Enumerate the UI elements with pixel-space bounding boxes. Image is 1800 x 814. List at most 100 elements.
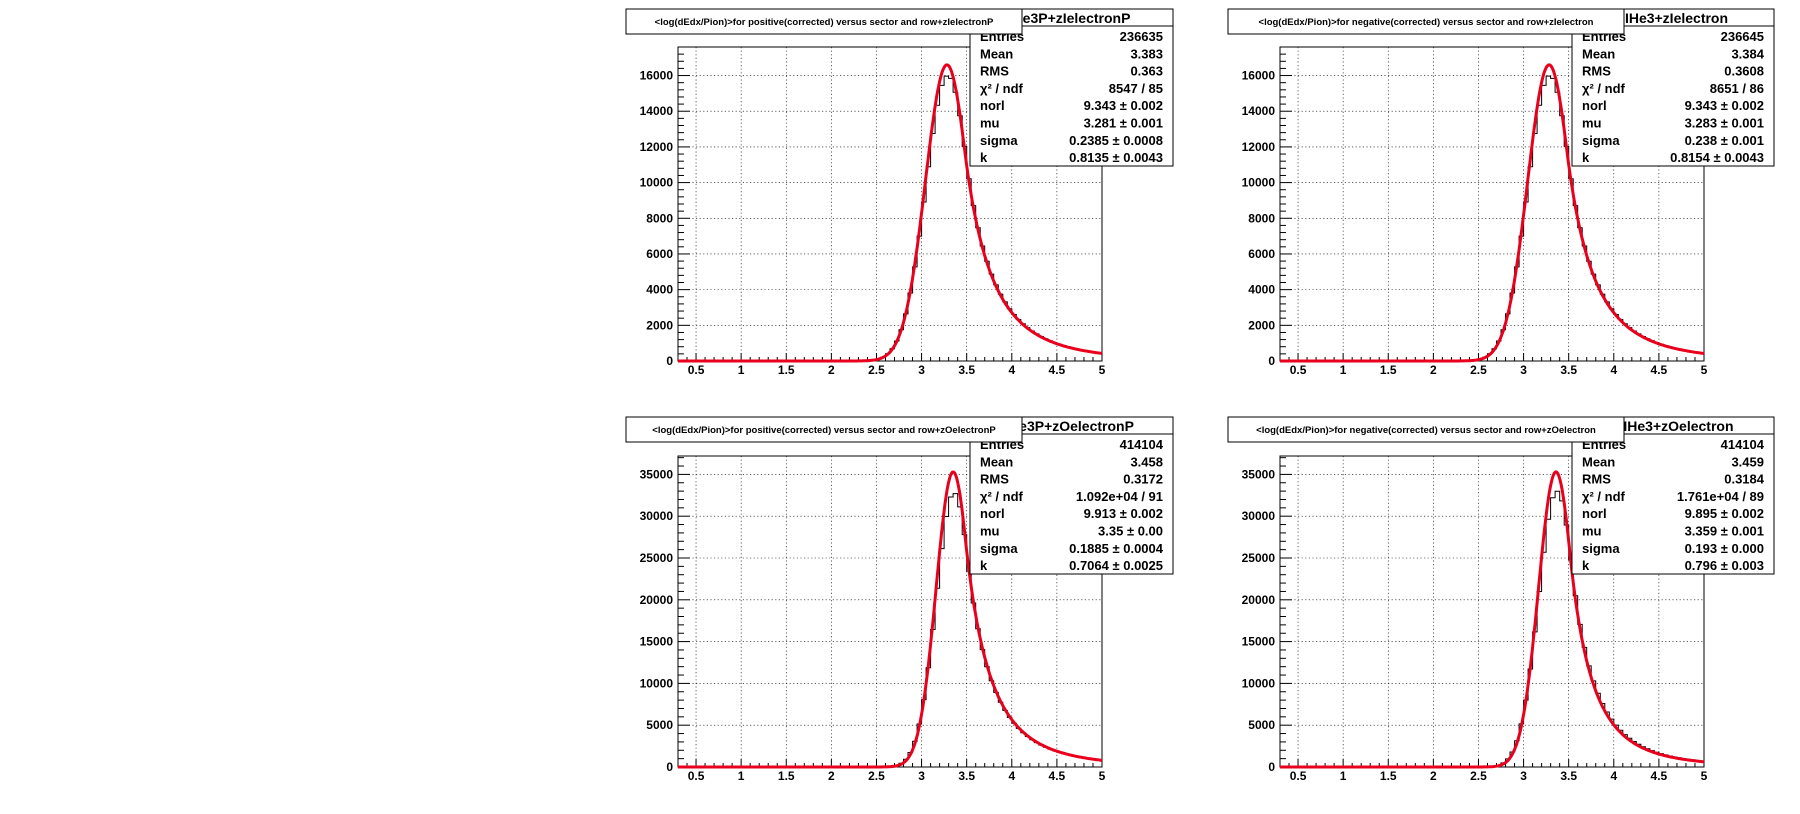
y-tick-label: 25000 xyxy=(640,551,674,565)
stats-label: mu xyxy=(980,524,1000,539)
stats-label: RMS xyxy=(980,472,1009,487)
y-tick-label: 8000 xyxy=(646,211,673,225)
stats-value: 0.193 ± 0.000 xyxy=(1685,541,1764,556)
stats-label: norl xyxy=(1582,98,1607,113)
fit-curve xyxy=(1280,470,1705,769)
stats-label: mu xyxy=(1582,524,1602,539)
stats-value: 414104 xyxy=(1120,437,1164,452)
stats-value: 236635 xyxy=(1120,29,1163,44)
x-tick-label: 4 xyxy=(1610,769,1617,783)
y-tick-label: 20000 xyxy=(640,593,674,607)
stats-value: 8547 / 85 xyxy=(1109,81,1163,96)
chart-title: <log(dEdx/Pion)>for positive(corrected) … xyxy=(655,17,994,28)
stats-title: OIHe3+zOelectron xyxy=(1613,418,1734,434)
stats-value: 3.459 xyxy=(1731,454,1764,469)
x-tick-label: 4 xyxy=(1610,363,1617,377)
y-tick-label: 15000 xyxy=(1242,635,1276,649)
stats-value: 9.343 ± 0.002 xyxy=(1084,98,1163,113)
stats-label: Mean xyxy=(980,46,1013,61)
stats-value: 0.3172 xyxy=(1123,472,1163,487)
x-tick-label: 3.5 xyxy=(1560,363,1577,377)
stats-value: 3.384 xyxy=(1731,46,1764,61)
stats-value: 414104 xyxy=(1721,437,1765,452)
stats-label: Mean xyxy=(980,454,1013,469)
y-tick-label: 12000 xyxy=(640,140,674,154)
histogram-panel-2: 0.5 1 1.5 2 2.5 3 3.5 4 4.5 5 0 2000 4000 6000 8000 100… xyxy=(1227,8,1775,377)
y-tick-label: 35000 xyxy=(640,467,674,481)
fit-curve xyxy=(1280,63,1705,363)
histogram-panel-3: 0.5 1 1.5 2 2.5 3 3.5 4 4.5 5 0 5000 10000 15000 20000… xyxy=(625,416,1174,783)
y-tick-label: 12000 xyxy=(1242,140,1276,154)
stats-label: sigma xyxy=(1582,541,1620,556)
stats-value: 3.283 ± 0.001 xyxy=(1685,116,1764,131)
y-tick-label: 6000 xyxy=(646,247,673,261)
x-tick-label: 5 xyxy=(1701,769,1708,783)
stats-label: χ² / ndf xyxy=(980,489,1024,504)
y-tick-label: 35000 xyxy=(1242,467,1276,481)
stats-value: 3.35 ± 0.00 xyxy=(1098,524,1163,539)
stats-box xyxy=(1571,416,1775,575)
y-tick-label: 2000 xyxy=(1248,318,1275,332)
y-tick-label: 30000 xyxy=(1242,509,1276,523)
x-tick-label: 1 xyxy=(1340,363,1347,377)
x-tick-label: 5 xyxy=(1099,363,1106,377)
stats-title: He3P+zOelectronP xyxy=(1009,418,1134,434)
x-tick-label: 1 xyxy=(738,363,745,377)
x-tick-label: 1.5 xyxy=(778,769,795,783)
y-tick-label: 5000 xyxy=(646,718,673,732)
stats-box xyxy=(1571,8,1775,167)
y-tick-label: 6000 xyxy=(1248,247,1275,261)
fit-curve xyxy=(678,470,1103,769)
x-tick-label: 3.5 xyxy=(958,363,975,377)
x-tick-label: 2.5 xyxy=(1470,363,1487,377)
stats-value: 236645 xyxy=(1721,29,1764,44)
stats-value: 0.238 ± 0.001 xyxy=(1685,133,1764,148)
title-box xyxy=(625,416,1023,443)
stats-value: 0.3184 xyxy=(1724,472,1765,487)
stats-value: 3.281 ± 0.001 xyxy=(1084,116,1163,131)
histogram-panel-1: 0.5 1 1.5 2 2.5 3 3.5 4 4.5 5 0 2000 4000 6000 8000 100… xyxy=(625,8,1174,377)
x-tick-label: 2.5 xyxy=(868,769,885,783)
x-tick-label: 1.5 xyxy=(778,363,795,377)
stats-label: mu xyxy=(980,116,1000,131)
x-tick-label: 2 xyxy=(1430,363,1437,377)
y-tick-label: 10000 xyxy=(1242,676,1276,690)
title-box xyxy=(1227,416,1625,443)
stats-value: 0.1885 ± 0.0004 xyxy=(1069,541,1164,556)
x-tick-label: 3 xyxy=(918,363,925,377)
stats-value: 0.796 ± 0.003 xyxy=(1685,558,1764,573)
chart-title: <log(dEdx/Pion)>for positive(corrected) … xyxy=(652,425,996,436)
stats-label: k xyxy=(1582,150,1590,165)
x-tick-label: 1 xyxy=(1340,769,1347,783)
x-tick-label: 4.5 xyxy=(1049,769,1066,783)
y-tick-label: 30000 xyxy=(640,509,674,523)
x-tick-label: 2.5 xyxy=(1470,769,1487,783)
y-tick-label: 10000 xyxy=(640,676,674,690)
stats-value: 0.2385 ± 0.0008 xyxy=(1069,133,1163,148)
x-tick-label: 5 xyxy=(1099,769,1106,783)
x-tick-label: 2 xyxy=(828,363,835,377)
stats-value: 0.7064 ± 0.0025 xyxy=(1069,558,1163,573)
stats-value: 0.8135 ± 0.0043 xyxy=(1069,150,1163,165)
x-tick-label: 2.5 xyxy=(868,363,885,377)
x-tick-label: 0.5 xyxy=(1290,769,1307,783)
x-tick-label: 2 xyxy=(1430,769,1437,783)
stats-label: sigma xyxy=(1582,133,1620,148)
y-tick-label: 4000 xyxy=(1248,283,1275,297)
chart-title: <log(dEdx/Pion)>for negative(corrected) … xyxy=(1256,425,1596,436)
x-tick-label: 4.5 xyxy=(1049,363,1066,377)
stats-label: Mean xyxy=(1582,46,1615,61)
stats-label: RMS xyxy=(980,64,1009,79)
y-tick-label: 15000 xyxy=(640,635,674,649)
x-tick-label: 3.5 xyxy=(1560,769,1577,783)
y-tick-label: 25000 xyxy=(1242,551,1276,565)
x-tick-label: 5 xyxy=(1701,363,1708,377)
stats-value: 3.458 xyxy=(1130,454,1163,469)
y-tick-label: 14000 xyxy=(1242,104,1276,118)
stats-label: k xyxy=(980,558,988,573)
stats-label: norl xyxy=(980,506,1005,521)
stats-value: 9.913 ± 0.002 xyxy=(1084,506,1163,521)
y-tick-label: 4000 xyxy=(646,283,673,297)
x-tick-label: 0.5 xyxy=(688,363,705,377)
